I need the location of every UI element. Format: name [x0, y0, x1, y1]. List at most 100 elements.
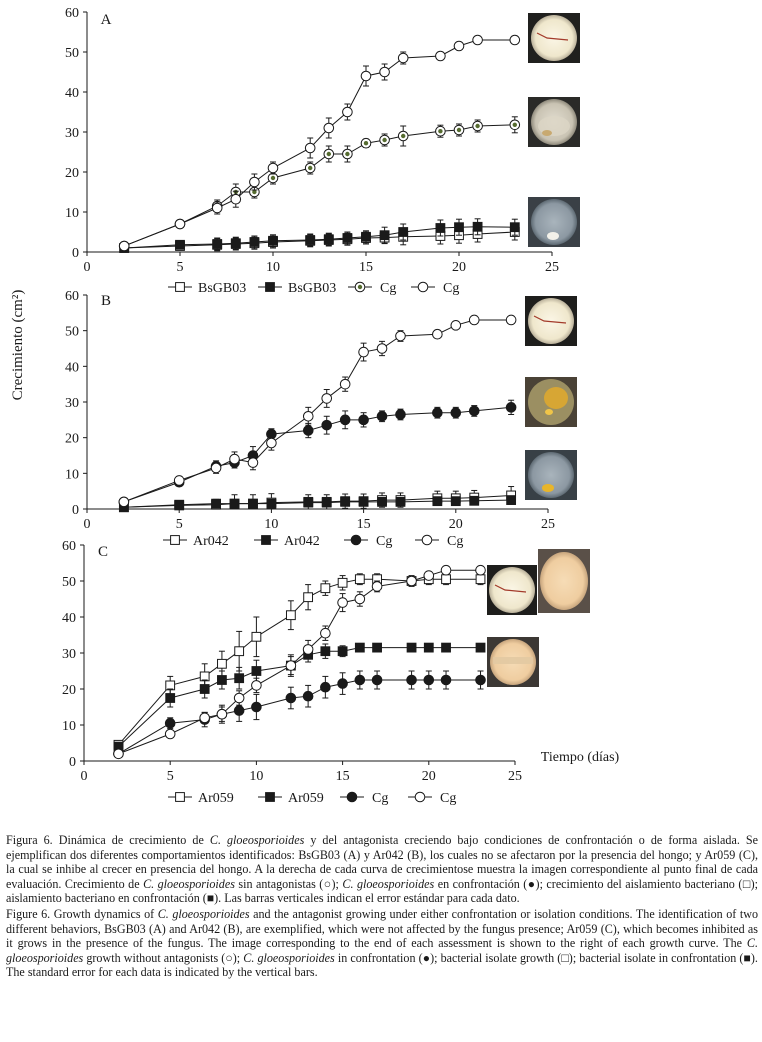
- y-tick-label: 50: [62, 575, 76, 590]
- series-line: [123, 319, 512, 503]
- data-point: [475, 564, 486, 576]
- data-point: [340, 496, 351, 507]
- legend-marker: [265, 792, 275, 802]
- legend-marker-center: [357, 284, 363, 290]
- legend-label: Ar042: [193, 534, 229, 549]
- x-tick-label: 25: [541, 517, 555, 532]
- data-point: [323, 234, 334, 245]
- data-point: [440, 564, 452, 576]
- series-bacteria_confrontation: [119, 218, 520, 253]
- y-tick-label: 60: [65, 289, 79, 304]
- data-point: [406, 642, 417, 653]
- plate-image-c-confrontation: [487, 637, 539, 687]
- data-point: [432, 328, 443, 340]
- data-point: [339, 378, 351, 390]
- x-tick-label: 25: [545, 260, 559, 275]
- caption-english: Figure 6. Growth dynamics of C. gloeospo…: [6, 906, 759, 980]
- data-point: [472, 221, 483, 232]
- open-square-symbol: □: [742, 876, 751, 891]
- filled-circle-symbol: ●: [422, 950, 431, 965]
- legend: Ar042 Ar042 Cg Cg: [163, 534, 463, 549]
- data-point: [397, 52, 409, 64]
- data-point: [450, 320, 462, 331]
- legend-label: Cg: [447, 534, 463, 549]
- legend-label: Cg: [443, 281, 459, 296]
- data-point: [395, 496, 406, 507]
- data-point: [320, 681, 331, 693]
- data-point: [234, 673, 245, 684]
- y-tick-label: 50: [65, 325, 79, 340]
- x-tick-label: 10: [264, 517, 278, 532]
- y-tick-label: 40: [62, 611, 76, 626]
- data-point: [164, 728, 176, 740]
- data-point: [337, 678, 348, 689]
- data-point: [475, 574, 486, 585]
- data-point: [174, 218, 186, 230]
- data-point: [285, 660, 297, 671]
- panel-letter: A: [101, 12, 112, 28]
- plate-image-b-bacteria: [525, 450, 577, 500]
- legend-marker: [346, 791, 358, 803]
- data-point: [251, 680, 262, 691]
- filled-circle-symbol: ●: [527, 876, 536, 891]
- open-square-symbol: □: [561, 950, 569, 965]
- data-point: [337, 597, 348, 608]
- data-point-center: [252, 189, 257, 195]
- data-point: [440, 674, 452, 686]
- data-point: [506, 495, 517, 505]
- panel-b: 0 10 20 30 40 50 60 0 5 10 15 20 25 B Ar042 Ar042 Cg Cg: [65, 289, 555, 549]
- y-tick-label: 10: [65, 467, 79, 482]
- data-point: [371, 581, 383, 592]
- data-point: [303, 592, 314, 603]
- data-point: [199, 671, 210, 682]
- data-point: [423, 642, 434, 653]
- data-point: [435, 50, 446, 62]
- data-point: [267, 162, 279, 174]
- data-point: [248, 498, 258, 509]
- data-point: [509, 34, 521, 46]
- data-point: [472, 34, 483, 46]
- data-point: [217, 675, 227, 685]
- legend-label: BsGB03: [288, 281, 336, 296]
- data-point: [251, 666, 262, 676]
- y-tick-label: 30: [65, 396, 79, 411]
- data-point: [469, 495, 480, 506]
- data-point: [468, 405, 480, 417]
- data-point: [302, 410, 314, 422]
- data-point: [230, 193, 242, 205]
- data-point: [432, 407, 443, 419]
- series-line: [118, 647, 481, 747]
- panel-a: 0 10 20 30 40 50 60 0 5 10 15 20 25 A BsGB03 BsGB03 Cg Cg: [65, 6, 559, 296]
- data-point: [339, 414, 351, 426]
- y-tick-label: 20: [62, 683, 76, 698]
- data-point: [454, 222, 464, 233]
- data-point-center: [363, 141, 369, 146]
- open-circle-symbol: ○: [225, 950, 233, 965]
- data-point: [234, 646, 245, 657]
- series-line: [123, 494, 512, 508]
- data-point: [233, 705, 245, 716]
- data-point: [377, 496, 387, 507]
- data-point: [354, 674, 366, 686]
- data-point: [251, 701, 262, 713]
- series-bacteria_confrontation: [113, 642, 486, 752]
- plate-image-a-confrontation: [528, 97, 580, 147]
- series-line: [124, 124, 515, 247]
- data-point: [354, 593, 366, 605]
- y-tick-label: 60: [62, 539, 76, 554]
- panel-letter: B: [101, 293, 111, 309]
- x-tick-label: 20: [422, 769, 436, 784]
- data-point: [406, 575, 417, 587]
- data-point: [285, 610, 296, 621]
- data-point: [320, 627, 331, 639]
- data-point: [505, 402, 517, 413]
- data-point: [441, 574, 451, 585]
- data-point: [305, 235, 316, 245]
- legend-label: Cg: [372, 791, 388, 806]
- y-tick-label: 20: [65, 166, 79, 181]
- y-tick-label: 50: [65, 46, 79, 61]
- data-point: [342, 106, 353, 118]
- data-point: [211, 498, 221, 509]
- data-point: [285, 692, 297, 704]
